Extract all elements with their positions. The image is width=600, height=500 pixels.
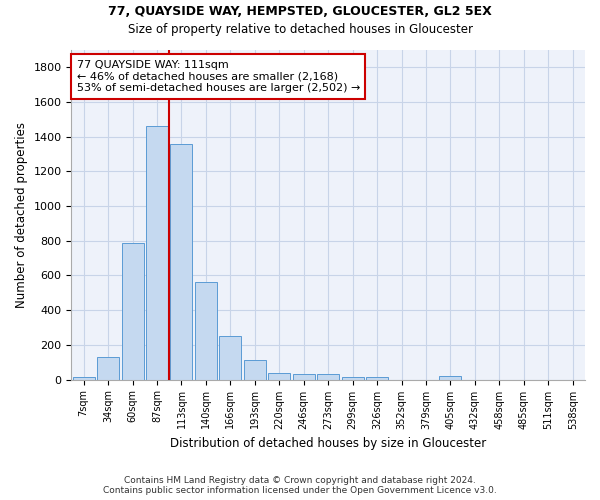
Y-axis label: Number of detached properties: Number of detached properties — [15, 122, 28, 308]
Bar — [97, 357, 119, 380]
Bar — [366, 377, 388, 380]
Bar — [268, 374, 290, 380]
Bar — [170, 144, 193, 380]
Bar — [122, 242, 143, 380]
Bar — [73, 377, 95, 380]
Bar — [244, 360, 266, 380]
Text: Contains HM Land Registry data © Crown copyright and database right 2024.
Contai: Contains HM Land Registry data © Crown c… — [103, 476, 497, 495]
Bar — [195, 282, 217, 380]
Bar — [293, 374, 315, 380]
Text: Size of property relative to detached houses in Gloucester: Size of property relative to detached ho… — [128, 22, 473, 36]
Text: 77, QUAYSIDE WAY, HEMPSTED, GLOUCESTER, GL2 5EX: 77, QUAYSIDE WAY, HEMPSTED, GLOUCESTER, … — [108, 5, 492, 18]
Text: 77 QUAYSIDE WAY: 111sqm
← 46% of detached houses are smaller (2,168)
53% of semi: 77 QUAYSIDE WAY: 111sqm ← 46% of detache… — [77, 60, 360, 93]
Bar — [341, 377, 364, 380]
Bar — [146, 126, 168, 380]
Bar — [317, 374, 339, 380]
X-axis label: Distribution of detached houses by size in Gloucester: Distribution of detached houses by size … — [170, 437, 487, 450]
Bar — [439, 376, 461, 380]
Bar — [220, 336, 241, 380]
